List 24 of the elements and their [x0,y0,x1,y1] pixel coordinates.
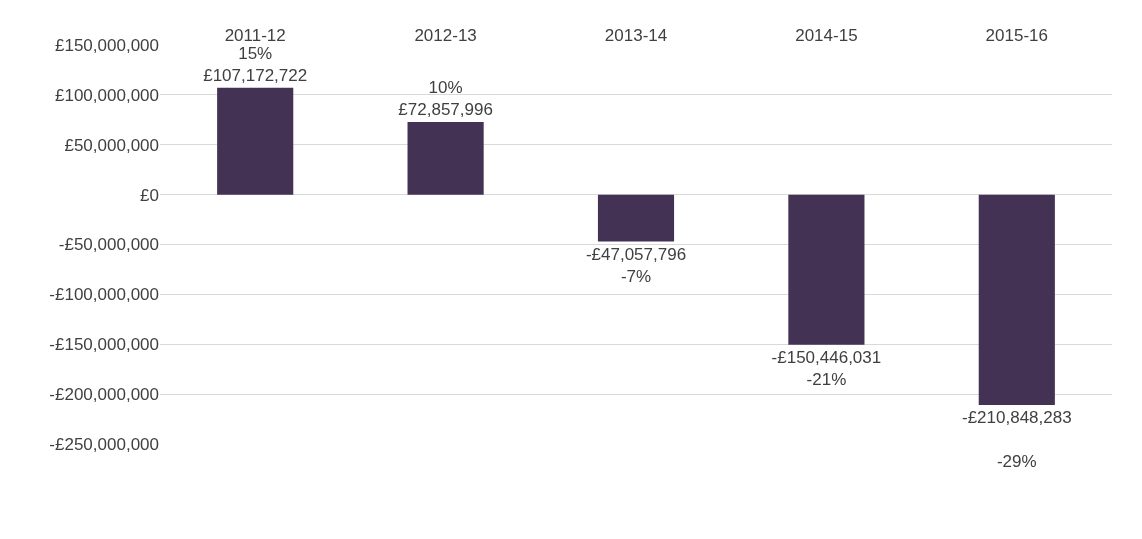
x-tick-label: 2013-14 [604,25,668,45]
bar [407,121,484,195]
y-tick-label: -£100,000,000 [49,285,159,305]
y-tick-label: -£50,000,000 [58,235,159,255]
y-tick-label: -£150,000,000 [49,335,159,355]
text: -£210,848,283 -29% [961,407,1072,472]
x-tick-label: 2011-12 [224,25,286,45]
bar [597,194,675,242]
y-tick-label: -£200,000,000 [49,385,159,405]
data-label: -£150,446,031 -21% [771,347,882,389]
y-tick-label: -£250,000,000 [49,434,159,454]
data-label: -£47,057,796 -7% [585,244,687,286]
bar [217,87,294,195]
x-tick-label: 2015-16 [985,25,1048,45]
data-label: 10% £72,857,996 [398,77,493,119]
x-tick-label: 2014-15 [795,25,858,45]
y-tick-label: £0 [140,185,159,205]
y-tick-label: £100,000,000 [55,85,159,105]
data-label: 15% £107,172,722 [203,43,308,85]
bar [978,194,1055,405]
y-tick-label: £50,000,000 [64,135,159,155]
x-tick-label: 2012-13 [414,25,477,45]
y-tick-label: £150,000,000 [55,35,159,55]
bar [788,194,865,345]
